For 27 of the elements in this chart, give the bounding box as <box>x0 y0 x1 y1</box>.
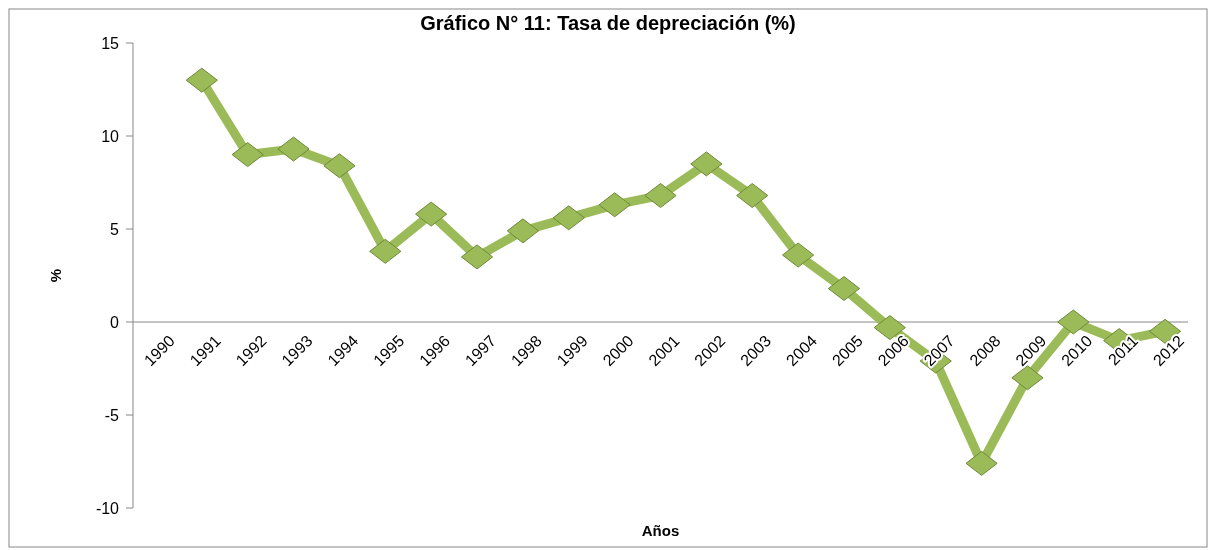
y-tick-label: 15 <box>101 34 120 52</box>
point <box>415 201 448 227</box>
point <box>1011 365 1044 391</box>
y-axis-title: % <box>47 268 64 283</box>
y-tick-label: 10 <box>101 127 120 145</box>
point <box>231 142 264 168</box>
y-tick-label: -5 <box>104 406 120 424</box>
y-tick-label: 5 <box>110 220 120 238</box>
x-axis-title: Años <box>641 522 680 539</box>
point <box>598 192 631 218</box>
point <box>460 244 494 270</box>
point <box>736 183 769 209</box>
point <box>369 238 402 264</box>
y-tick-label: 0 <box>110 313 120 331</box>
y-tick-label: -10 <box>95 499 120 517</box>
point <box>644 183 677 209</box>
point <box>690 151 723 177</box>
point <box>827 276 861 302</box>
point <box>552 205 585 231</box>
point <box>965 450 998 476</box>
point <box>323 153 356 179</box>
point <box>185 67 218 93</box>
point <box>277 136 310 162</box>
point <box>782 242 815 268</box>
point <box>506 218 539 244</box>
point <box>1057 309 1090 335</box>
chart-title: Gráfico N° 11: Tasa de depreciación (%) <box>420 12 796 34</box>
